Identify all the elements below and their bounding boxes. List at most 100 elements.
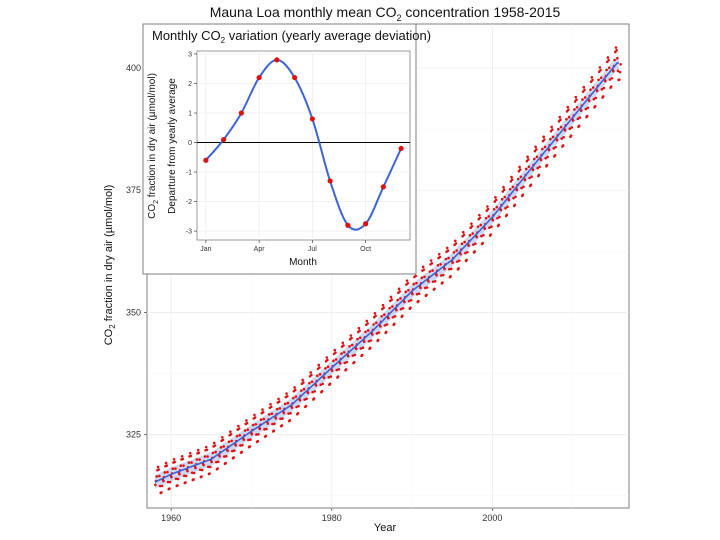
monthly-point <box>459 252 462 256</box>
monthly-point <box>303 398 306 401</box>
monthly-point <box>601 95 605 98</box>
monthly-point <box>375 332 379 335</box>
inset-y-tick-label: -2 <box>186 199 192 206</box>
monthly-point <box>238 434 242 437</box>
monthly-point <box>472 243 475 246</box>
monthly-point <box>466 250 469 254</box>
inset-chart: Monthly CO2 variation (yearly average de… <box>142 23 431 275</box>
monthly-point <box>611 69 615 73</box>
y-tick-label: 400 <box>126 63 141 73</box>
monthly-point <box>368 346 372 350</box>
monthly-point <box>479 223 483 227</box>
monthly-point <box>607 58 610 62</box>
monthly-point <box>551 128 554 131</box>
monthly-point <box>305 397 308 401</box>
inset-points <box>203 57 404 228</box>
monthly-point <box>198 468 202 472</box>
monthly-point <box>427 280 430 283</box>
monthly-point <box>190 471 194 475</box>
monthly-point <box>399 297 402 300</box>
monthly-point <box>449 267 453 271</box>
monthly-point <box>494 196 497 199</box>
monthly-point <box>474 242 477 245</box>
monthly-point <box>391 316 395 319</box>
monthly-point <box>288 418 292 422</box>
monthly-point <box>460 242 464 246</box>
monthly-point <box>204 445 208 449</box>
monthly-point <box>158 474 161 478</box>
monthly-point <box>385 330 388 334</box>
monthly-point <box>302 387 306 391</box>
monthly-point <box>336 375 340 378</box>
monthly-point <box>445 246 449 250</box>
monthly-point <box>158 484 162 488</box>
monthly-point <box>470 225 474 228</box>
monthly-point <box>534 148 538 151</box>
monthly-point <box>261 410 265 414</box>
monthly-point <box>555 138 559 142</box>
inset-plot-panel: Jan Apr Jul Oct 3 2 1 0 -1 -2 -3 <box>186 50 411 253</box>
monthly-point <box>415 292 419 296</box>
monthly-point <box>366 322 369 325</box>
monthly-point <box>496 216 499 220</box>
monthly-point <box>179 464 183 467</box>
monthly-point <box>332 359 335 363</box>
monthly-point <box>346 354 350 358</box>
monthly-point <box>195 458 199 461</box>
monthly-point <box>350 336 353 340</box>
monthly-point <box>163 471 167 474</box>
trend-line <box>154 62 619 483</box>
monthly-point <box>428 270 432 273</box>
monthly-point <box>616 69 620 73</box>
monthly-point <box>570 126 574 129</box>
monthly-point <box>537 173 541 177</box>
monthly-point <box>518 165 521 169</box>
monthly-point <box>590 76 594 79</box>
month-point <box>327 178 333 184</box>
monthly-point <box>467 244 470 247</box>
month-point <box>256 74 262 81</box>
monthly-point <box>483 227 487 230</box>
monthly-point <box>281 417 284 420</box>
inset-x-axis-title: Month <box>289 257 317 268</box>
monthly-point <box>389 295 393 299</box>
monthly-point <box>325 356 329 359</box>
inset-x-tick-label: Oct <box>360 246 371 253</box>
monthly-point <box>198 458 201 461</box>
monthly-point <box>451 261 454 264</box>
monthly-point <box>165 464 169 467</box>
monthly-point <box>464 251 467 255</box>
monthly-points <box>154 46 622 495</box>
monthly-point <box>214 450 217 454</box>
monthly-point <box>487 215 491 218</box>
monthly-point <box>192 478 195 481</box>
monthly-point <box>417 299 420 303</box>
monthly-point <box>492 208 496 211</box>
monthly-point <box>168 487 171 490</box>
monthly-point <box>605 68 608 72</box>
monthly-point <box>422 268 426 271</box>
monthly-point <box>527 165 531 169</box>
monthly-point <box>532 157 536 161</box>
monthly-point <box>423 275 426 279</box>
inset-y-tick-label: 3 <box>188 51 192 58</box>
monthly-point <box>615 57 619 60</box>
monthly-point <box>251 423 255 427</box>
monthly-point <box>250 432 254 436</box>
inset-x-tick-label: Jan <box>200 246 211 253</box>
monthly-point <box>557 127 560 131</box>
monthly-point <box>573 108 576 111</box>
monthly-point <box>552 147 555 150</box>
y-tick-label: 350 <box>126 307 141 317</box>
monthly-point <box>309 371 312 374</box>
monthly-point <box>265 427 268 431</box>
monthly-point <box>182 464 185 467</box>
monthly-point <box>491 218 495 222</box>
monthly-point <box>454 242 458 245</box>
monthly-point <box>578 116 582 119</box>
monthly-point <box>583 88 586 92</box>
monthly-point <box>615 49 618 52</box>
monthly-point <box>326 358 329 362</box>
monthly-point <box>218 455 221 458</box>
monthly-point <box>391 305 394 308</box>
